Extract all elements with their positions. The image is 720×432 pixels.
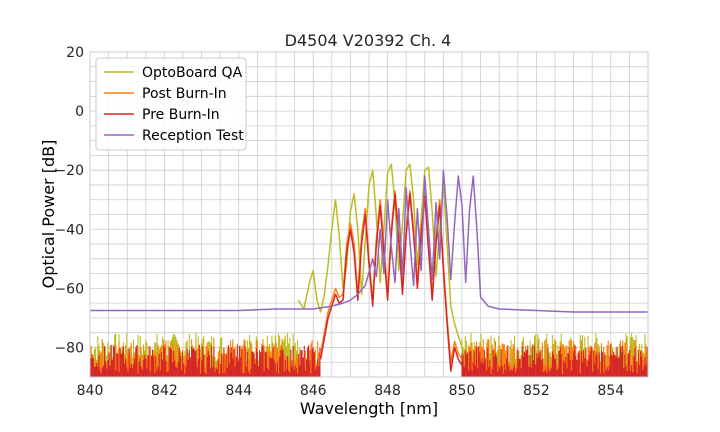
y-tick-label: 0 [75, 104, 84, 120]
noise-floor-pre-burn-in [90, 344, 321, 377]
x-tick-label: 844 [225, 383, 252, 399]
series-line-pre-burn-in [319, 193, 463, 372]
series-line-reception-test [90, 169, 648, 313]
x-tick-label: 842 [151, 383, 178, 399]
x-tick-label: 854 [597, 383, 624, 399]
y-tick-label: −60 [54, 281, 84, 297]
legend-label: Post Burn-In [142, 86, 227, 102]
plot-frame [89, 51, 649, 378]
x-tick-labels: 840 842 844 846 848 850 852 854 [77, 383, 625, 399]
noise-floor-layer [90, 332, 648, 377]
y-tick-label: −80 [54, 340, 84, 356]
y-tick-label: 20 [66, 45, 84, 61]
y-axis-label: Optical Power [dB] [39, 140, 58, 289]
chart-title: D4504 V20392 Ch. 4 [285, 31, 452, 50]
y-tick-labels: 20 0 −20 −40 −60 −80 [54, 45, 84, 356]
x-tick-label: 848 [374, 383, 401, 399]
x-tick-label: 852 [523, 383, 550, 399]
legend-label: OptoBoard QA [142, 65, 243, 81]
legend: OptoBoard QA Post Burn-In Pre Burn-In Recep… [95, 57, 247, 151]
legend-label: Pre Burn-In [142, 107, 220, 123]
x-tick-label: 840 [77, 383, 104, 399]
x-tick-label: 846 [300, 383, 327, 399]
series-line-post-burn-in [319, 190, 463, 363]
x-tick-label: 850 [449, 383, 476, 399]
y-tick-label: −40 [54, 222, 84, 238]
x-axis-label: Wavelength [nm] [300, 399, 438, 418]
series-layer [90, 163, 648, 372]
y-tick-label: −20 [54, 163, 84, 179]
legend-label: Reception Test [142, 128, 244, 144]
legend-box [95, 57, 247, 151]
